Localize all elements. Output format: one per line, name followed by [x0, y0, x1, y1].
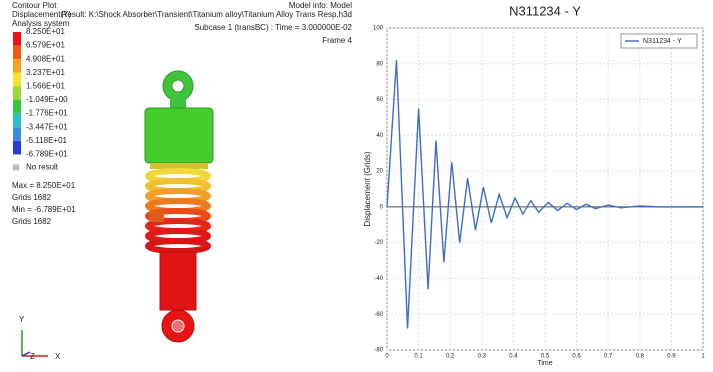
colorbar-band	[13, 114, 21, 128]
page: Contour PlotDisplacement(Y)Analysis syst…	[0, 0, 713, 367]
no-result: No result	[26, 163, 59, 172]
colorbar-band	[13, 141, 21, 155]
y-tick-label: 80	[376, 61, 383, 67]
chart-title: N311234 - Y	[509, 3, 581, 18]
y-axis-label: Displacement (Grids)	[363, 151, 372, 226]
colorbar-band	[13, 100, 21, 114]
legend-value: -3.447E+01	[26, 122, 68, 131]
legend-value: -1.776E+01	[26, 109, 68, 118]
x-tick-label: 0.2	[446, 354, 455, 360]
legend-value: 3.237E+01	[26, 68, 65, 77]
label: Subcase 1 (transBC) : Time = 3.000000E-0…	[194, 23, 352, 32]
x-tick-label: 0.5	[541, 354, 550, 360]
label: Grids 1682	[12, 193, 52, 202]
colorbar-band	[13, 86, 21, 100]
x-tick-label: 0.8	[636, 354, 645, 360]
x-tick-label: 0.7	[604, 354, 613, 360]
label: Grids 1682	[12, 217, 52, 226]
label: Min = -6.789E+01	[12, 205, 76, 214]
legend-entry: N311234 - Y	[643, 38, 682, 45]
y-tick-label: -60	[374, 312, 383, 318]
triad	[22, 330, 48, 356]
legend-value: 4.908E+01	[26, 54, 65, 63]
legend-value: 6.579E+01	[26, 41, 65, 50]
colorbar-band	[13, 59, 21, 73]
legend-value: -5.118E+01	[26, 136, 68, 145]
label: Max = 8.250E+01	[12, 181, 76, 190]
label: Y	[19, 315, 25, 324]
x-axis-label: Time	[537, 360, 552, 367]
x-tick-label: 0.6	[572, 354, 581, 360]
y-tick-label: 60	[376, 97, 383, 103]
y-tick-label: -80	[374, 348, 383, 354]
label: Z	[30, 352, 35, 361]
y-tick-label: -20	[374, 240, 383, 246]
legend-value: 8.250E+01	[26, 27, 65, 36]
legend-value: 1.566E+01	[26, 82, 65, 91]
x-tick-label: 0.9	[667, 354, 676, 360]
x-tick-label: 0.1	[414, 354, 423, 360]
x-tick-label: 1	[701, 354, 705, 360]
y-tick-label: -40	[374, 276, 383, 282]
model	[145, 71, 213, 342]
label: X	[55, 352, 61, 361]
label: Contour Plot	[12, 1, 57, 10]
colorbar-band	[13, 127, 21, 141]
no-result-swatch	[13, 164, 19, 170]
label: Frame 4	[322, 36, 352, 45]
y-tick-label: 20	[376, 169, 383, 175]
legend-value: -1.049E+00	[26, 95, 68, 104]
y-tick-label: 40	[376, 133, 383, 139]
y-tick-label: 100	[373, 26, 384, 32]
legend-value: -6.789E+01	[26, 150, 68, 159]
y-tick-label: 0	[380, 204, 384, 210]
label: Model info: Model	[289, 1, 352, 10]
x-tick-label: 0.4	[509, 354, 518, 360]
label: Result: K:\Shock Absorber\Transient\Tita…	[62, 10, 352, 19]
colorbar-band	[13, 46, 21, 60]
x-tick-label: 0.3	[478, 354, 487, 360]
x-tick-label: 0	[385, 354, 389, 360]
colorbar-band	[13, 73, 21, 87]
colorbar-band	[13, 32, 21, 46]
screen: Contour PlotDisplacement(Y)Analysis syst…	[0, 0, 713, 367]
